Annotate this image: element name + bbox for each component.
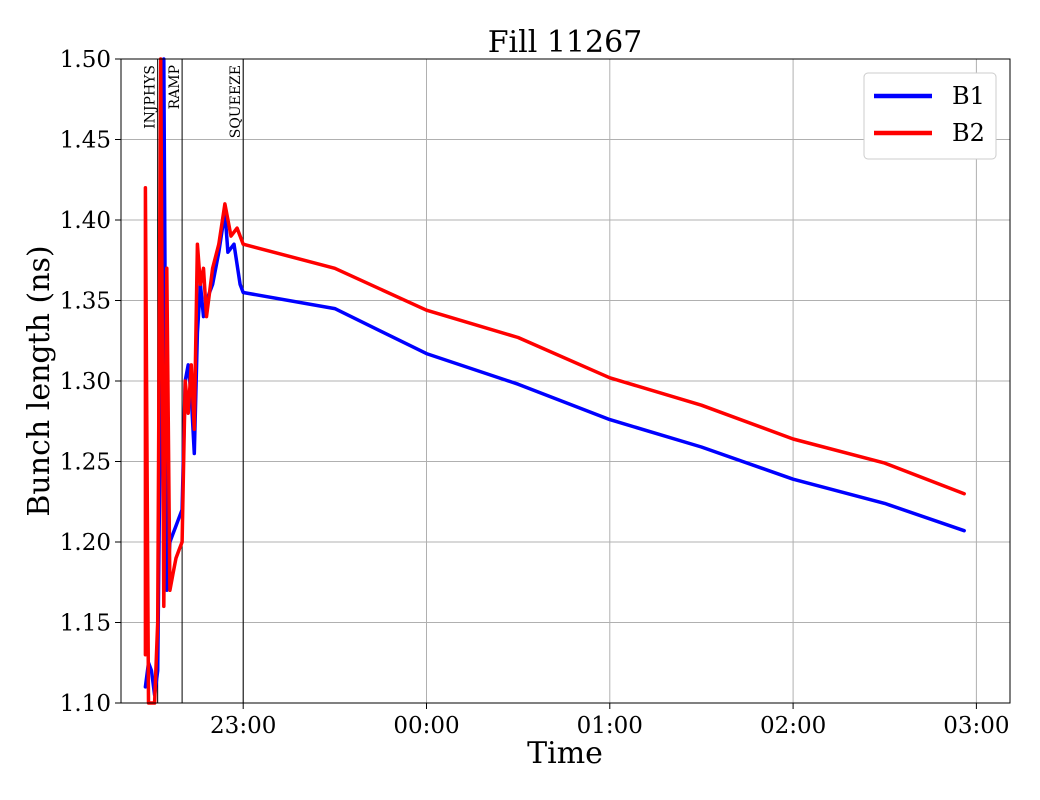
x-tick-label: 23:00: [210, 713, 276, 739]
phase-label-squeeze: SQUEEZE: [228, 65, 244, 138]
x-tick-label: 00:00: [393, 713, 459, 739]
y-tick-label: 1.15: [60, 611, 111, 637]
plot-frame: [120, 58, 1011, 704]
axes: 1.10 1.15 1.20 1.25 1.30 1.35 1.40 1.45 1.50 23:0…: [60, 47, 1010, 739]
y-tick-label: 1.35: [60, 289, 111, 315]
y-tick-label: 1.20: [60, 530, 111, 556]
series-layer: [143, 57, 966, 705]
x-axis-label: Time: [527, 736, 603, 771]
y-tick-label: 1.25: [60, 450, 111, 476]
y-tick-label: 1.30: [60, 369, 111, 395]
y-tick-label: 1.10: [60, 691, 111, 717]
series-line-b1: [143, 57, 966, 697]
legend: B1 B2: [863, 72, 997, 160]
y-axis-label: Bunch length (ns): [22, 245, 57, 516]
phase-label-injphys: INJPHYS: [143, 65, 159, 129]
y-tick-label: 1.50: [60, 47, 111, 73]
grid: [121, 58, 1010, 704]
legend-label-b1: B1: [952, 82, 985, 110]
x-tick-label: 01:00: [577, 713, 643, 739]
y-tick-label: 1.45: [60, 128, 111, 154]
chart-title: Fill 11267: [488, 25, 643, 60]
legend-label-b2: B2: [952, 119, 985, 147]
x-tick-label: 03:00: [943, 713, 1009, 739]
phase-label-ramp: RAMP: [167, 65, 183, 109]
x-tick-label: 02:00: [760, 713, 826, 739]
series-line-b2: [143, 57, 966, 705]
y-tick-label: 1.40: [60, 208, 111, 234]
